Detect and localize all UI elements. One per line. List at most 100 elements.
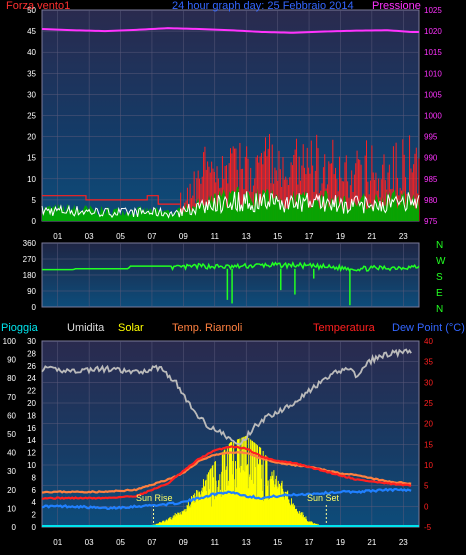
x-tick-label: 05 (116, 538, 125, 547)
y-right-tick-label: 40 (424, 337, 433, 346)
y-solar-tick-label: 26 (27, 362, 36, 371)
x-tick-label: 05 (116, 232, 125, 241)
x-tick-label: 19 (336, 232, 345, 241)
y-tick-label: 20 (27, 133, 36, 142)
x-tick-label: 01 (53, 232, 62, 241)
x-tick-label: 17 (305, 538, 314, 547)
y-tick-label: 360 (23, 239, 37, 248)
wind-axis-ticks: 0510152025303540455097598098599099510001… (27, 6, 442, 241)
y-tick-label: 0 (32, 303, 37, 312)
x-tick-label: 11 (211, 538, 220, 547)
y-tick-label: 35 (27, 69, 36, 78)
y-solar-tick-label: 20 (27, 399, 36, 408)
y-rain-tick-label: 100 (3, 337, 17, 346)
y-right-tick-label: 1020 (424, 27, 442, 36)
humidity-label: Umidita (67, 322, 105, 334)
y-solar-tick-label: 18 (27, 411, 36, 420)
y-tick-label: 40 (27, 48, 36, 57)
compass-letter: E (436, 288, 443, 299)
y-tick-label: 25 (27, 112, 36, 121)
y-right-tick-label: 0 (424, 502, 429, 511)
x-tick-label: 23 (399, 232, 408, 241)
pressure-line (41, 27, 419, 34)
y-tick-label: 15 (27, 154, 36, 163)
x-tick-label: 01 (53, 538, 62, 547)
y-solar-tick-label: 28 (27, 349, 36, 358)
compass-letter: N (436, 240, 443, 251)
x-tick-label: 03 (85, 538, 94, 547)
y-right-tick-label: 1015 (424, 48, 442, 57)
x-tick-label: 07 (148, 232, 157, 241)
y-tick-label: 10 (27, 175, 36, 184)
y-solar-tick-label: 6 (32, 486, 37, 495)
wind-pressure-marks (41, 27, 420, 221)
y-rain-tick-label: 40 (7, 449, 16, 458)
y-rain-tick-label: 50 (7, 430, 16, 439)
y-rain-tick-label: 80 (7, 374, 16, 383)
y-right-tick-label: 980 (424, 196, 438, 205)
x-tick-label: 13 (242, 538, 251, 547)
compass-letter: N (436, 304, 443, 315)
y-right-tick-label: -5 (424, 523, 432, 532)
y-solar-tick-label: 22 (27, 387, 36, 396)
compass-letter: S (436, 272, 443, 283)
x-tick-label: 17 (305, 232, 314, 241)
rain-label: Pioggia (1, 322, 39, 334)
y-tick-label: 5 (32, 196, 37, 205)
temp-riarnoli-label: Temp. Riarnoli (172, 322, 242, 334)
y-right-tick-label: 35 (424, 358, 433, 367)
y-tick-label: 270 (23, 255, 37, 264)
direction-axis-ticks: 0 90 180 270 360 (23, 239, 37, 312)
temp-humidity-marks (41, 348, 419, 527)
y-rain-tick-label: 30 (7, 467, 16, 476)
wind-speed-line (42, 195, 181, 205)
y-solar-tick-label: 30 (27, 337, 36, 346)
y-right-tick-label: 1005 (424, 90, 442, 99)
y-right-tick-label: 20 (424, 420, 433, 429)
y-solar-tick-label: 10 (27, 461, 36, 470)
y-tick-label: 180 (23, 271, 37, 280)
sun-set-label: Sun Set (307, 493, 340, 503)
temperature-label: Temperatura (313, 322, 376, 334)
y-right-tick-label: 30 (424, 378, 433, 387)
solar-label: Solar (118, 322, 144, 334)
temp-axis-ticks: -505101520253035400102030405060708090100… (3, 337, 434, 547)
y-tick-label: 30 (27, 90, 36, 99)
x-tick-label: 03 (85, 232, 94, 241)
y-tick-label: 50 (27, 6, 36, 15)
y-right-tick-label: 5 (424, 482, 429, 491)
wind-speed-label: Forza vento1 (6, 0, 70, 12)
x-tick-label: 19 (336, 538, 345, 547)
direction-marks (42, 261, 420, 306)
y-right-tick-label: 25 (424, 399, 433, 408)
y-rain-tick-label: 20 (7, 486, 16, 495)
temp-riarnoli-line (41, 450, 412, 494)
y-right-tick-label: 995 (424, 133, 438, 142)
x-tick-label: 09 (179, 538, 188, 547)
y-tick-label: 45 (27, 27, 36, 36)
dew-point-label: Dew Point (°C) (392, 322, 465, 334)
x-tick-label: 13 (242, 232, 251, 241)
x-tick-label: 21 (367, 232, 376, 241)
y-solar-tick-label: 0 (32, 523, 37, 532)
y-rain-tick-label: 0 (12, 523, 17, 532)
direction-grid (42, 243, 419, 307)
x-tick-label: 11 (211, 232, 220, 241)
y-solar-tick-label: 2 (32, 511, 37, 520)
wind-average-line (41, 191, 420, 219)
pressure-label: Pressione (372, 0, 421, 12)
y-solar-tick-label: 12 (27, 449, 36, 458)
y-solar-tick-label: 4 (32, 498, 37, 507)
y-right-tick-label: 1025 (424, 6, 442, 15)
y-rain-tick-label: 70 (7, 393, 16, 402)
y-tick-label: 90 (27, 287, 36, 296)
x-tick-label: 15 (273, 232, 282, 241)
y-rain-tick-label: 10 (7, 504, 16, 513)
y-right-tick-label: 1000 (424, 112, 442, 121)
y-solar-tick-label: 16 (27, 424, 36, 433)
compass-letter: W (436, 256, 446, 267)
dew-point-line (41, 487, 412, 510)
y-solar-tick-label: 14 (27, 436, 36, 445)
x-tick-label: 07 (148, 538, 157, 547)
